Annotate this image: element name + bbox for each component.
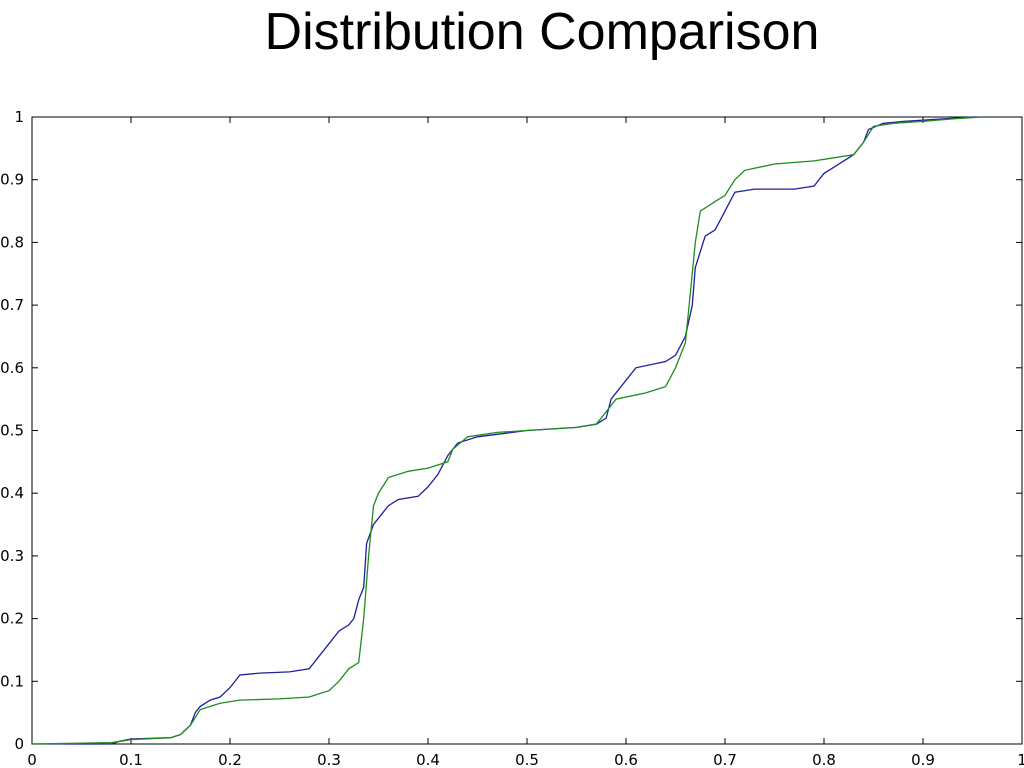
series-line-1 bbox=[32, 116, 983, 745]
y-tick-label: 1 bbox=[14, 108, 24, 126]
y-tick-label: 0.9 bbox=[0, 171, 24, 189]
y-tick-label: 0.6 bbox=[0, 359, 24, 377]
chart-title: Distribution Comparison bbox=[264, 3, 820, 61]
x-tick-labels: 0 0.1 0.2 0.3 0.4 0.5 0.6 0.7 0.8 0.9 1 bbox=[27, 751, 1024, 768]
y-tick-labels: 0 0.1 0.2 0.3 0.4 0.5 0.6 0.7 0.8 0.9 1 bbox=[0, 108, 24, 753]
x-tick-label: 0.4 bbox=[416, 751, 440, 768]
y-tick-label: 0.5 bbox=[0, 422, 24, 440]
x-tick-label: 0.5 bbox=[515, 751, 539, 768]
x-tick-label: 0.2 bbox=[218, 751, 242, 768]
y-tick-label: 0.7 bbox=[0, 296, 24, 314]
series-lines bbox=[31, 116, 983, 745]
y-tick-label: 0.4 bbox=[0, 484, 24, 502]
y-tick-label: 0.1 bbox=[0, 672, 24, 690]
x-tick-label: 0.8 bbox=[812, 751, 836, 768]
x-tick-label: 0.6 bbox=[614, 751, 638, 768]
x-tick-label: 1 bbox=[1017, 751, 1024, 768]
x-tick-label: 0.1 bbox=[119, 751, 143, 768]
y-tick-label: 0.8 bbox=[0, 233, 24, 251]
y-tick-label: 0.2 bbox=[0, 610, 24, 628]
x-tick-label: 0.9 bbox=[911, 751, 935, 768]
y-tick-label: 0 bbox=[14, 735, 24, 753]
series-line-2 bbox=[31, 116, 983, 745]
y-tick-label: 0.3 bbox=[0, 547, 24, 565]
x-tick-label: 0 bbox=[27, 751, 37, 768]
tick-marks bbox=[31, 116, 1023, 745]
x-tick-label: 0.3 bbox=[317, 751, 341, 768]
x-tick-label: 0.7 bbox=[713, 751, 737, 768]
